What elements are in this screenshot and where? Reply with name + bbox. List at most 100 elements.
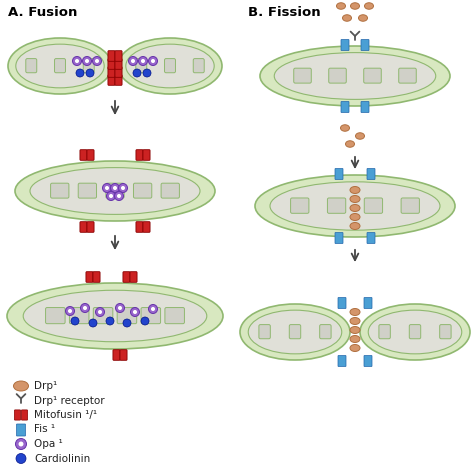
Ellipse shape (350, 213, 360, 220)
Circle shape (133, 69, 141, 77)
FancyBboxPatch shape (165, 308, 184, 324)
FancyBboxPatch shape (335, 168, 343, 180)
Ellipse shape (350, 3, 359, 9)
FancyBboxPatch shape (328, 198, 346, 213)
Circle shape (95, 59, 99, 63)
FancyBboxPatch shape (123, 272, 130, 283)
Circle shape (121, 186, 125, 190)
FancyBboxPatch shape (143, 150, 150, 160)
Text: Drp¹ receptor: Drp¹ receptor (34, 395, 105, 405)
FancyBboxPatch shape (108, 75, 115, 85)
Ellipse shape (15, 161, 215, 221)
FancyBboxPatch shape (141, 308, 161, 324)
Circle shape (130, 308, 139, 317)
Circle shape (75, 59, 79, 63)
FancyBboxPatch shape (93, 308, 113, 324)
FancyBboxPatch shape (338, 356, 346, 366)
Circle shape (83, 306, 87, 310)
Circle shape (138, 56, 147, 65)
Text: Opa ¹: Opa ¹ (34, 439, 63, 449)
FancyBboxPatch shape (108, 59, 115, 69)
Text: Fis ¹: Fis ¹ (34, 425, 55, 435)
Circle shape (131, 59, 135, 63)
Circle shape (95, 308, 104, 317)
FancyBboxPatch shape (338, 298, 346, 309)
FancyBboxPatch shape (55, 59, 65, 73)
Circle shape (113, 186, 117, 190)
FancyBboxPatch shape (361, 101, 369, 112)
Circle shape (110, 183, 119, 192)
FancyBboxPatch shape (164, 59, 175, 73)
Ellipse shape (126, 44, 214, 88)
FancyBboxPatch shape (134, 183, 152, 198)
FancyBboxPatch shape (93, 272, 100, 283)
Circle shape (109, 194, 113, 198)
Ellipse shape (23, 290, 207, 342)
Ellipse shape (8, 38, 112, 94)
Circle shape (18, 441, 24, 447)
Circle shape (118, 183, 128, 192)
Circle shape (117, 194, 121, 198)
FancyBboxPatch shape (87, 222, 94, 232)
Circle shape (141, 59, 145, 63)
Circle shape (81, 303, 90, 312)
Circle shape (105, 186, 109, 190)
Ellipse shape (255, 175, 455, 237)
Text: Cardiolinin: Cardiolinin (34, 454, 90, 464)
FancyBboxPatch shape (364, 298, 372, 309)
FancyBboxPatch shape (78, 183, 97, 198)
FancyBboxPatch shape (136, 150, 143, 160)
Circle shape (107, 191, 116, 201)
Circle shape (141, 317, 149, 325)
FancyBboxPatch shape (364, 68, 381, 83)
FancyBboxPatch shape (120, 350, 127, 360)
Ellipse shape (16, 44, 104, 88)
Ellipse shape (358, 15, 367, 21)
Ellipse shape (365, 3, 374, 9)
Text: A. Fusion: A. Fusion (8, 6, 77, 19)
Text: Drp¹: Drp¹ (34, 381, 57, 391)
FancyBboxPatch shape (115, 75, 122, 85)
FancyBboxPatch shape (379, 325, 390, 339)
Ellipse shape (30, 168, 200, 214)
FancyBboxPatch shape (399, 68, 416, 83)
Ellipse shape (350, 336, 360, 343)
FancyBboxPatch shape (115, 59, 122, 69)
FancyBboxPatch shape (143, 222, 150, 232)
FancyBboxPatch shape (289, 325, 301, 339)
Circle shape (151, 307, 155, 311)
Circle shape (89, 319, 97, 327)
Circle shape (123, 319, 131, 327)
FancyBboxPatch shape (341, 101, 349, 112)
FancyBboxPatch shape (113, 350, 120, 360)
Ellipse shape (360, 304, 470, 360)
Ellipse shape (240, 304, 350, 360)
FancyBboxPatch shape (51, 183, 69, 198)
FancyBboxPatch shape (193, 59, 204, 73)
Circle shape (16, 454, 26, 464)
Ellipse shape (368, 310, 462, 354)
Text: B. Fission: B. Fission (248, 6, 320, 19)
Circle shape (148, 56, 157, 65)
FancyBboxPatch shape (291, 198, 309, 213)
FancyBboxPatch shape (106, 183, 124, 198)
Ellipse shape (350, 222, 360, 229)
Circle shape (143, 69, 151, 77)
Circle shape (73, 56, 82, 65)
FancyBboxPatch shape (136, 59, 147, 73)
Circle shape (16, 438, 27, 449)
FancyBboxPatch shape (361, 39, 369, 51)
FancyBboxPatch shape (14, 410, 20, 420)
Ellipse shape (350, 327, 360, 334)
Circle shape (106, 317, 114, 325)
FancyBboxPatch shape (341, 39, 349, 51)
FancyBboxPatch shape (294, 68, 311, 83)
FancyBboxPatch shape (136, 222, 143, 232)
Ellipse shape (346, 141, 355, 147)
Circle shape (82, 56, 91, 65)
FancyBboxPatch shape (26, 59, 37, 73)
Circle shape (71, 317, 79, 325)
Circle shape (102, 183, 111, 192)
Circle shape (86, 69, 94, 77)
FancyBboxPatch shape (17, 424, 26, 436)
